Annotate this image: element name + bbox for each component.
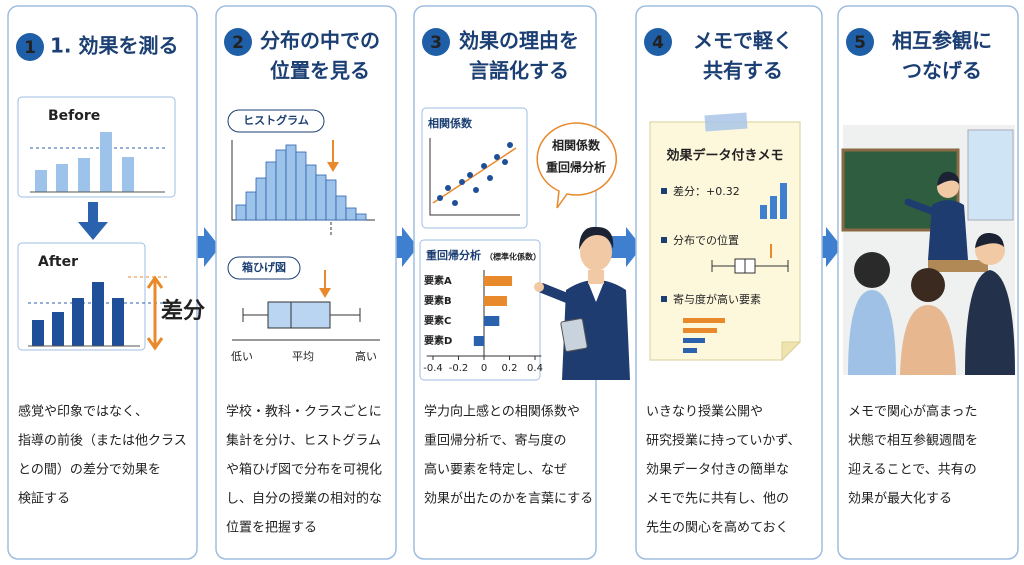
panel-frame — [215, 5, 397, 560]
x-tick-label: 0 — [481, 363, 487, 374]
panel-body: 感覚や印象ではなく、 — [18, 404, 148, 420]
panel-title: 分布の中での — [260, 29, 380, 53]
step-number: 5 — [854, 33, 866, 53]
factor-label: 要素B — [424, 294, 452, 307]
panel-body: 効果が出たのかを言葉にする — [424, 492, 593, 507]
step-badge — [644, 28, 672, 56]
panel-body: 集計を分け、ヒストグラム — [226, 433, 381, 449]
panel: 2 分布の中での位置を見る学校・教科・クラスごとに集計を分け、ヒストグラムや箱ひげ… — [215, 5, 397, 560]
panel-body: メモで関心が高まった — [848, 404, 977, 420]
panel-title: 共有する — [703, 59, 783, 83]
panel-body: 高い要素を特定し、なぜ — [424, 462, 567, 478]
panel-body: 状態で相互参観週間を — [848, 433, 978, 449]
regression-title: 重回帰分析 — [426, 248, 481, 262]
panel-title: 効果の理由を — [459, 29, 579, 53]
panel-body: 学校・教科・クラスごとに — [226, 404, 382, 420]
x-tick-label: 0.2 — [502, 363, 518, 374]
bubble-line: 重回帰分析 — [546, 160, 606, 175]
step-badge — [846, 28, 874, 56]
step-number: 1 — [24, 38, 36, 58]
panel-body: し、自分の授業の相対的な — [226, 491, 382, 507]
distribution-illustration: ヒストグラム 箱ひげ図 低い 平均 高い — [227, 109, 380, 363]
panel-body: 効果が最大化する — [848, 492, 952, 507]
reasoning-illustration: 相関係数 相関係数 重回帰分析 重回帰分析 （標準化係数） -0.4 -0.2 0 0… — [419, 107, 630, 381]
panel-title: 言語化する — [469, 59, 569, 83]
memo-illustration: 効果データ付きメモ 差分：+0.32 分布での位置 寄与度が高い要素 — [649, 112, 802, 362]
panel-body: 位置を把握する — [226, 521, 317, 536]
panel-title: 1. 効果を測る — [50, 34, 178, 58]
step-badge — [224, 28, 252, 56]
panel-body: 学力向上感との相関係数や — [424, 404, 580, 420]
factor-label: 要素D — [424, 334, 452, 347]
panel-body: 検証する — [18, 492, 70, 507]
panel-body: 指導の前後（または他クラス — [18, 433, 187, 449]
panel-body: 研究授業に持っていかず、 — [646, 433, 800, 449]
coefficient-bar — [484, 276, 513, 286]
axis-label-high: 高い — [355, 349, 377, 363]
panel-body: や箱ひげ図で分布を可視化 — [226, 462, 382, 478]
panel-body: 先生の関心を高めておく — [646, 520, 789, 536]
step-number: 2 — [232, 33, 244, 53]
memo-item: 寄与度が高い要素 — [673, 292, 761, 306]
boxplot-label: 箱ひげ図 — [242, 260, 286, 274]
panel-title: メモで軽く — [693, 29, 793, 53]
panel-body: いきなり授業公開や — [646, 404, 763, 420]
x-tick-label: -0.2 — [449, 363, 469, 374]
memo-title: 効果データ付きメモ — [666, 148, 783, 164]
x-tick-label: 0.4 — [527, 363, 543, 374]
regression-subtitle: （標準化係数） — [485, 252, 541, 262]
step-badge — [422, 28, 450, 56]
histogram-label: ヒストグラム — [243, 113, 309, 127]
bubble-line: 相関係数 — [552, 138, 601, 153]
step-number: 4 — [652, 33, 664, 53]
panel-body: 重回帰分析で、寄与度の — [424, 433, 566, 449]
before-label: Before — [48, 108, 100, 124]
panel-body: メモで先に共有し、他の — [646, 492, 789, 507]
after-label: After — [38, 254, 78, 270]
x-tick-label: -0.4 — [423, 363, 443, 374]
before-after-illustration: Before After 差分 — [17, 96, 205, 351]
difference-label: 差分 — [161, 298, 205, 324]
panel-title: つなげる — [902, 59, 982, 83]
panel-title: 位置を見る — [270, 59, 370, 83]
factor-label: 要素C — [424, 314, 451, 327]
panel-title: 相互参観に — [892, 29, 992, 53]
axis-label-mean: 平均 — [292, 350, 314, 363]
memo-item: 分布での位置 — [673, 233, 739, 247]
panel-body: 迎えることで、共有の — [848, 463, 977, 478]
classroom-illustration — [841, 125, 1015, 375]
step-badge — [16, 33, 44, 61]
teacher-figure — [534, 226, 630, 380]
panel-body: 効果データ付きの簡単な — [646, 462, 789, 478]
coefficient-bar — [484, 316, 500, 326]
panel-body: との間）の差分で効果を — [18, 463, 161, 478]
memo-item: 差分：+0.32 — [673, 184, 740, 198]
factor-label: 要素A — [424, 274, 452, 287]
axis-label-low: 低い — [231, 350, 253, 363]
correlation-label: 相関係数 — [428, 116, 473, 130]
step-number: 3 — [430, 33, 442, 53]
coefficient-bar — [484, 296, 507, 306]
coefficient-bar — [473, 336, 484, 346]
